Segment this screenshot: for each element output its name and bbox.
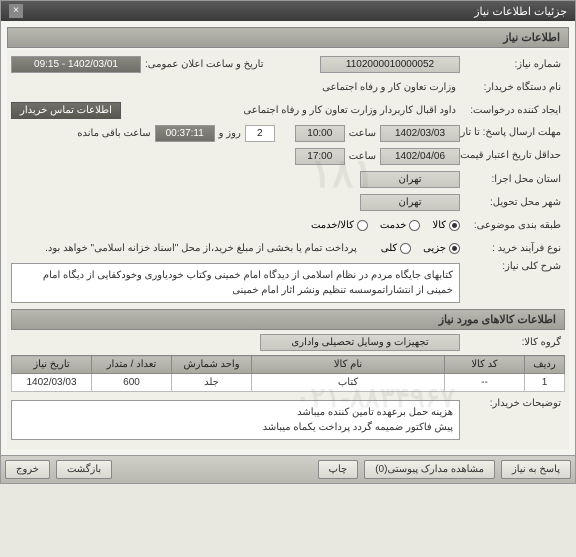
delivery-city-field: تهران: [360, 194, 460, 211]
exec-city-field: تهران: [360, 171, 460, 188]
content-area: ۱۸۱ ۰۲۱-۸۸۳۴۹۶۷ اطلاعات نیاز شماره نیاز:…: [1, 21, 575, 455]
window-title: جزئیات اطلاعات نیاز: [474, 5, 567, 18]
table-header-row: ردیف کد کالا نام کالا واحد شمارش تعداد /…: [12, 356, 565, 374]
radio-goods[interactable]: کالا: [432, 220, 460, 231]
delivery-city-label: شهر محل تحویل:: [460, 197, 565, 208]
footer-bar: پاسخ به نیاز مشاهده مدارک پیوستی(0) چاپ …: [1, 455, 575, 483]
row-need-number: شماره نیاز: 1102000010000052 تاریخ و ساع…: [11, 54, 565, 74]
deadline-date-field: 1402/03/03: [380, 125, 460, 142]
purchase-type-label: نوع فرآیند خرید :: [460, 243, 565, 254]
row-category: طبقه بندی موضوعی: کالا خدمت کالا/خدمت: [11, 215, 565, 235]
row-description: شرح کلی نیاز: کتابهای جایگاه مردم در نظا…: [11, 261, 565, 305]
row-buyer-org: نام دستگاه خریدار: وزارت تعاون کار و رفا…: [11, 77, 565, 97]
attachments-button[interactable]: مشاهده مدارک پیوستی(0): [364, 460, 495, 479]
purchase-radio-group: جزیی کلی: [381, 243, 460, 254]
validity-time-field: 17:00: [295, 148, 345, 165]
category-label: طبقه بندی موضوعی:: [460, 220, 565, 231]
need-number-label: شماره نیاز:: [460, 59, 565, 70]
validity-label: حداقل تاریخ اعتبار قیمت: تا تاریخ:: [460, 150, 565, 162]
need-number-field: 1102000010000052: [320, 56, 460, 73]
radio-circle-icon: [400, 243, 411, 254]
th-date: تاریخ نیاز: [12, 356, 92, 374]
back-button[interactable]: بازگشت: [56, 460, 112, 479]
radio-service[interactable]: خدمت: [380, 220, 421, 231]
table-row[interactable]: 1 -- کتاب جلد 600 1402/03/03: [12, 374, 565, 392]
remaining-time-field: 00:37:11: [155, 125, 215, 142]
row-buyer-notes: توضیحات خریدار: هزینه حمل برعهده تامین ک…: [11, 398, 565, 442]
validity-time-label: ساعت: [345, 151, 380, 162]
row-delivery-city: شهر محل تحویل: تهران: [11, 192, 565, 212]
radio-partial[interactable]: جزیی: [423, 243, 460, 254]
category-radio-group: کالا خدمت کالا/خدمت: [311, 220, 460, 231]
requester-label: ایجاد کننده درخواست:: [460, 105, 565, 116]
remaining-label: ساعت باقی مانده: [73, 128, 154, 139]
th-name: نام کالا: [252, 356, 445, 374]
print-button[interactable]: چاپ: [318, 460, 359, 479]
th-qty: تعداد / متدار: [92, 356, 172, 374]
deadline-time-field: 10:00: [295, 125, 345, 142]
th-row: ردیف: [525, 356, 565, 374]
deadline-label: مهلت ارسال پاسخ: تا تاریخ:: [460, 127, 565, 139]
row-validity: حداقل تاریخ اعتبار قیمت: تا تاریخ: 1402/…: [11, 146, 565, 166]
close-icon[interactable]: ×: [9, 4, 23, 18]
exit-button[interactable]: خروج: [5, 460, 50, 479]
radio-full-label: کلی: [381, 243, 397, 254]
radio-service-label: خدمت: [380, 220, 407, 231]
buyer-org-value: وزارت تعاون کار و رفاه اجتماعی: [318, 80, 460, 95]
goods-group-field: تجهیزات و وسایل تحصیلی واداری: [260, 334, 460, 351]
titlebar: جزئیات اطلاعات نیاز ×: [1, 1, 575, 21]
days-label: روز و: [215, 128, 245, 139]
cell-unit: جلد: [172, 374, 252, 392]
respond-button[interactable]: پاسخ به نیاز: [501, 460, 571, 479]
cell-name: کتاب: [252, 374, 445, 392]
desc-box: کتابهای جایگاه مردم در نظام اسلامی از دی…: [11, 263, 460, 303]
buyer-org-label: نام دستگاه خریدار:: [460, 82, 565, 93]
days-field: 2: [245, 125, 275, 142]
section-items: اطلاعات کالاهای مورد نیاز: [11, 309, 565, 330]
cell-date: 1402/03/03: [12, 374, 92, 392]
announce-field: 1402/03/01 - 09:15: [11, 56, 141, 73]
radio-circle-icon: [449, 220, 460, 231]
row-deadline: مهلت ارسال پاسخ: تا تاریخ: 1402/03/03 سا…: [11, 123, 565, 143]
contact-button[interactable]: اطلاعات تماس خریدار: [11, 102, 121, 119]
desc-label: شرح کلی نیاز:: [460, 261, 565, 272]
cell-qty: 600: [92, 374, 172, 392]
section-need-info: اطلاعات نیاز: [7, 27, 569, 48]
radio-circle-icon: [409, 220, 420, 231]
exec-city-label: استان محل اجرا:: [460, 174, 565, 185]
th-unit: واحد شمارش: [172, 356, 252, 374]
cell-row: 1: [525, 374, 565, 392]
radio-both[interactable]: کالا/خدمت: [311, 220, 368, 231]
cell-code: --: [445, 374, 525, 392]
th-code: کد کالا: [445, 356, 525, 374]
radio-both-label: کالا/خدمت: [311, 220, 354, 231]
radio-circle-icon: [357, 220, 368, 231]
validity-date-field: 1402/04/06: [380, 148, 460, 165]
payment-note: پرداخت تمام یا بخشی از مبلغ خرید،از محل …: [41, 241, 361, 256]
radio-goods-label: کالا: [432, 220, 446, 231]
form-area: شماره نیاز: 1102000010000052 تاریخ و ساع…: [7, 50, 569, 449]
buyer-notes-label: توضیحات خریدار:: [460, 398, 565, 409]
row-goods-group: گروه کالا: تجهیزات و وسایل تحصیلی واداری: [11, 332, 565, 352]
radio-circle-icon: [449, 243, 460, 254]
announce-label: تاریخ و ساعت اعلان عمومی:: [141, 59, 268, 70]
radio-partial-label: جزیی: [423, 243, 446, 254]
main-window: جزئیات اطلاعات نیاز × ۱۸۱ ۰۲۱-۸۸۳۴۹۶۷ اط…: [0, 0, 576, 484]
row-requester: ایجاد کننده درخواست: داود اقبال کاربردار…: [11, 100, 565, 120]
goods-group-label: گروه کالا:: [460, 337, 565, 348]
items-table: ردیف کد کالا نام کالا واحد شمارش تعداد /…: [11, 355, 565, 392]
row-exec-city: استان محل اجرا: تهران: [11, 169, 565, 189]
radio-full[interactable]: کلی: [381, 243, 411, 254]
buyer-notes-box: هزینه حمل برعهده تامین کننده میباشد پیش …: [11, 400, 460, 440]
deadline-time-label: ساعت: [345, 128, 380, 139]
row-purchase-type: نوع فرآیند خرید : جزیی کلی پرداخت تمام ی…: [11, 238, 565, 258]
requester-value: داود اقبال کاربردار وزارت تعاون کار و رف…: [239, 103, 460, 118]
